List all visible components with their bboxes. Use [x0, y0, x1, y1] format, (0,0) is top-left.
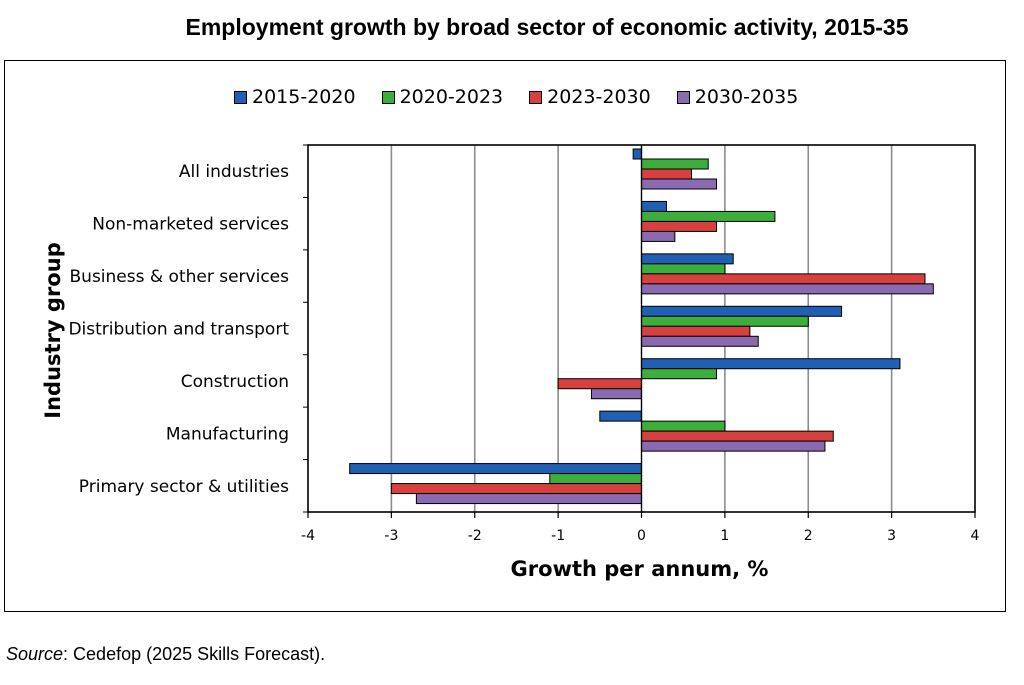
- bar-2023-2030-3: [641, 325, 751, 337]
- x-tick-label: 4: [971, 528, 980, 544]
- bar-2020-2023-1: [641, 210, 776, 222]
- legend-item: 2030-2035: [676, 86, 799, 108]
- bar-2020-2023-3: [641, 315, 809, 327]
- x-tick-label: 1: [720, 528, 729, 544]
- bar-2020-2023-0: [641, 158, 709, 170]
- bar-2023-2030-6: [390, 483, 642, 495]
- bar-2030-2035-3: [641, 335, 759, 347]
- bar-2030-2035-0: [641, 178, 718, 190]
- bar-2020-2023-6: [549, 473, 642, 485]
- bar-2020-2023-5: [641, 420, 726, 432]
- legend-label: 2023-2030: [547, 86, 651, 108]
- bar-2015-2020-1: [641, 200, 668, 212]
- y-axis-title: Industry group: [41, 242, 65, 418]
- category-label: All industries: [179, 162, 289, 182]
- bar-2020-2023-2: [641, 263, 726, 275]
- x-tick-label: 0: [637, 528, 646, 544]
- bar-2023-2030-0: [641, 168, 693, 180]
- x-axis-title: Growth per annum, %: [511, 557, 769, 581]
- bar-2015-2020-2: [641, 253, 734, 265]
- bar-2015-2020-3: [641, 305, 843, 317]
- category-label: Business & other services: [70, 267, 290, 287]
- chart-title: Employment growth by broad sector of eco…: [185, 14, 909, 40]
- source-note: Source: Cedefop (2025 Skills Forecast).: [6, 644, 325, 665]
- x-tick-label: -1: [551, 528, 565, 544]
- x-tick-label: 3: [887, 528, 896, 544]
- bar-2023-2030-2: [641, 273, 926, 285]
- bar-2030-2035-6: [415, 493, 643, 505]
- legend-swatch: [676, 90, 690, 104]
- legend-label: 2030-2035: [694, 86, 799, 108]
- x-tick-label: 2: [804, 528, 813, 544]
- x-tick-label: -4: [301, 528, 315, 544]
- legend-swatch: [381, 90, 395, 104]
- bar-2015-2020-6: [349, 463, 642, 475]
- bar-2023-2030-1: [641, 220, 718, 232]
- legend-item: 2023-2030: [529, 86, 651, 108]
- x-tick-label: -2: [468, 528, 482, 544]
- bar-2023-2030-4: [557, 378, 642, 390]
- legend-item: 2020-2023: [381, 86, 504, 108]
- source-label: Source: [6, 644, 64, 664]
- category-label: Distribution and transport: [68, 320, 289, 340]
- x-tick-label: -3: [384, 528, 398, 544]
- chart-legend: 2015-2020 2020-2023 2023-2030 2030-2035: [234, 86, 824, 108]
- bar-2030-2035-5: [641, 440, 826, 452]
- category-label: Non-marketed services: [92, 215, 289, 235]
- legend-item: 2015-2020: [234, 86, 356, 108]
- category-label: Primary sector & utilities: [79, 477, 289, 497]
- bar-2030-2035-2: [641, 283, 934, 295]
- chart-frame: [4, 60, 1006, 612]
- legend-swatch: [234, 90, 247, 104]
- bar-2015-2020-5: [599, 410, 642, 422]
- legend-swatch: [529, 90, 543, 104]
- bar-2030-2035-4: [590, 388, 642, 400]
- legend-label: 2020-2023: [399, 86, 504, 108]
- bar-2020-2023-4: [641, 368, 718, 380]
- bar-2023-2030-5: [641, 430, 834, 442]
- bar-2030-2035-1: [641, 230, 676, 242]
- bar-2015-2020-0: [632, 148, 642, 160]
- category-label: Construction: [181, 372, 289, 392]
- bar-2015-2020-4: [641, 358, 901, 370]
- category-label: Manufacturing: [166, 424, 289, 444]
- source-text: : Cedefop (2025 Skills Forecast).: [63, 644, 326, 664]
- legend-label: 2015-2020: [252, 86, 356, 108]
